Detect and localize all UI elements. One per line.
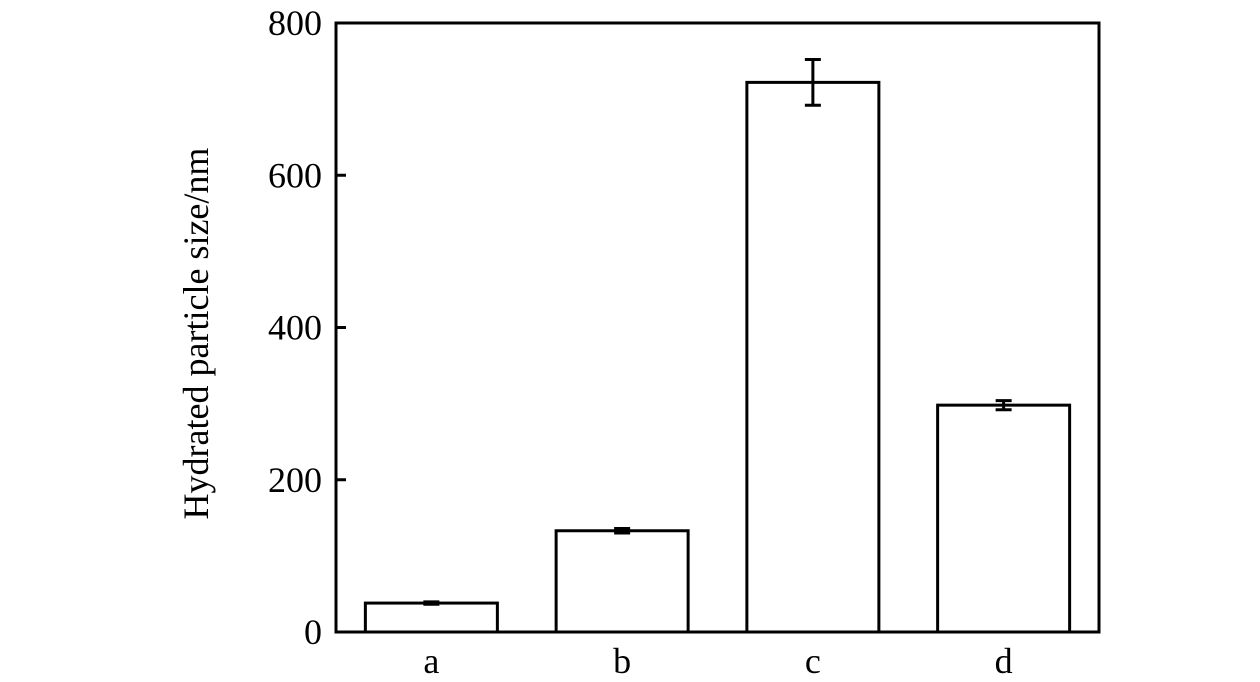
bar-d [936, 403, 1072, 634]
bar-a [363, 601, 499, 634]
y-tick-label-0: 0 [304, 612, 322, 652]
y-axis-title: Hydrated particle size/nm [176, 148, 216, 520]
y-tick-label-600: 600 [268, 155, 322, 195]
error-bar-b [614, 526, 631, 535]
x-tick-label-b: b [613, 641, 631, 681]
error-bar-c [804, 58, 821, 107]
error-bars-group [423, 58, 1012, 606]
bar-b [554, 529, 690, 634]
bars-group [363, 80, 1072, 634]
y-tick-label-800: 800 [268, 3, 322, 43]
y-axis-ticks: 0 200 400 600 800 [268, 3, 346, 652]
x-tick-label-d: d [995, 641, 1013, 681]
error-bar-a [423, 600, 440, 606]
x-axis-ticks: a b c d [423, 641, 1012, 681]
y-tick-label-400: 400 [268, 308, 322, 348]
bar-c [745, 80, 881, 634]
x-tick-label-c: c [805, 641, 821, 681]
error-bar-d [995, 399, 1012, 412]
x-tick-label-a: a [423, 641, 439, 681]
y-tick-label-200: 200 [268, 460, 322, 500]
